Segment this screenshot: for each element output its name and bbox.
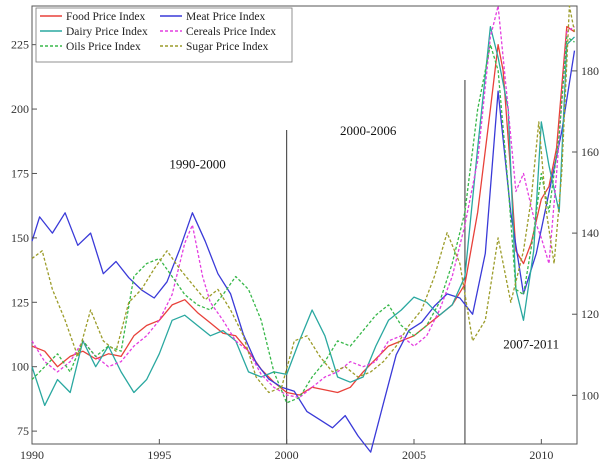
- legend-box: [35, 7, 293, 63]
- period-annotation: 1990-2000: [169, 156, 225, 171]
- y-left-tick-label: 75: [17, 424, 29, 438]
- plot-frame: [31, 5, 578, 445]
- series-line-6: [31, 5, 576, 394]
- y-right-tick-label: 120: [581, 307, 599, 321]
- legend-label: Oils Price Index: [66, 41, 141, 53]
- series-line-3: [31, 25, 575, 407]
- legend-label: Food Price Index: [66, 11, 145, 23]
- y-left-tick-label: 200: [11, 102, 29, 116]
- legend-label: Meat Price Index: [186, 11, 265, 23]
- legend-label: Cereals Price Index: [186, 26, 276, 38]
- y-left-tick-label: 225: [11, 38, 29, 52]
- series-layer: [31, 5, 576, 453]
- period-annotation: 2000-2006: [340, 123, 397, 138]
- y-right-tick-label: 180: [581, 64, 599, 78]
- legend: Food Price Index Meat Price Index Dairy Pr…: [35, 7, 293, 63]
- y-left-tick-label: 150: [11, 231, 29, 245]
- series-line-5: [31, 36, 575, 404]
- series-line-4: [31, 5, 575, 399]
- axes: 1990 1995 2000 2005 2010 75 100 125 150 175 200 225…: [11, 38, 599, 462]
- series-line-2: [31, 50, 576, 453]
- y-left-tick-label: 125: [11, 295, 29, 309]
- legend-label: Sugar Price Index: [186, 41, 269, 53]
- x-tick-label: 1995: [147, 448, 171, 462]
- x-tick-label: 2010: [529, 448, 553, 462]
- series-line-1: [31, 25, 575, 396]
- y-right-tick-label: 100: [581, 388, 599, 402]
- y-left-tick-label: 175: [11, 166, 29, 180]
- y-right-tick-label: 140: [581, 226, 599, 240]
- x-tick-label: 1990: [20, 448, 44, 462]
- period-annotations: 1990-2000 2000-2006 2007-2011: [169, 123, 559, 352]
- y-right-tick-label: 160: [581, 145, 599, 159]
- period-annotation: 2007-2011: [503, 337, 559, 352]
- x-tick-label: 2005: [402, 448, 426, 462]
- x-tick-label: 2000: [275, 448, 299, 462]
- y-left-tick-label: 100: [11, 360, 29, 374]
- legend-label: Dairy Price Index: [66, 26, 148, 38]
